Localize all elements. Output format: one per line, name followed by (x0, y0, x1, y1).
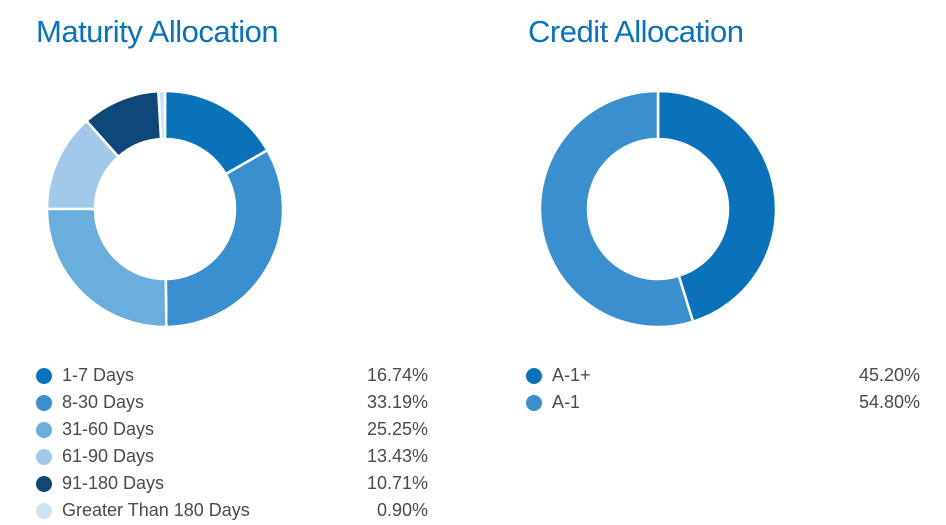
legend-label: 31-60 Days (62, 419, 155, 439)
legend-value: 13.43% (366, 446, 428, 466)
donut-slice-greater-than-180-days (157, 89, 167, 141)
legend-label: 61-90 Days (62, 446, 155, 466)
legend-item-91-180-days: 91-180 Days 10.71% (36, 470, 428, 497)
legend-item-a-1: A-1 54.80% (526, 389, 920, 416)
maturity-donut-chart (45, 89, 285, 329)
legend-value: 25.25% (366, 419, 428, 439)
maturity-chart-title: Maturity Allocation (36, 14, 279, 49)
legend-label: 8-30 Days (62, 392, 145, 412)
legend-label: A-1 (552, 392, 581, 412)
credit-legend: A-1+ 45.20% A-1 54.80% (526, 362, 920, 416)
legend-swatch (36, 448, 52, 465)
legend-label: Greater Than 180 Days (62, 500, 250, 520)
legend-value: 33.19% (366, 392, 428, 412)
legend-swatch (36, 475, 52, 492)
legend-item-1-7-days: 1-7 Days 16.74% (36, 362, 428, 389)
legend-item-greater-than-180-days: Greater Than 180 Days 0.90% (36, 497, 428, 524)
maturity-legend: 1-7 Days 16.74% 8-30 Days 33.19% 31-60 Days 2… (36, 362, 428, 524)
credit-donut-chart (538, 89, 778, 329)
donut-slice-a-1 (656, 89, 778, 324)
legend-label: 91-180 Days (62, 473, 165, 493)
legend-value: 54.80% (858, 392, 920, 412)
legend-item-61-90-days: 61-90 Days 13.43% (36, 443, 428, 470)
maturity-allocation-panel: Maturity Allocation 1-7 Days 16.74% 8-30 D… (0, 0, 470, 525)
credit-chart-title: Credit Allocation (528, 14, 744, 49)
legend-value: 16.74% (366, 365, 428, 385)
legend-value: 0.90% (376, 500, 428, 520)
legend-item-31-60-days: 31-60 Days 25.25% (36, 416, 428, 443)
legend-swatch (526, 394, 542, 411)
donut-slice-31-60-days (45, 207, 168, 329)
legend-item-8-30-days: 8-30 Days 33.19% (36, 389, 428, 416)
legend-item-a-1: A-1+ 45.20% (526, 362, 920, 389)
donut-slice-8-30-days (164, 148, 285, 329)
legend-swatch (36, 394, 52, 411)
legend-swatch (36, 502, 52, 519)
donut-slice-a-1 (538, 89, 695, 329)
legend-value: 10.71% (366, 473, 428, 493)
legend-label: 1-7 Days (62, 365, 135, 385)
legend-swatch (526, 367, 542, 384)
legend-value: 45.20% (858, 365, 920, 385)
legend-swatch (36, 421, 52, 438)
credit-allocation-panel: Credit Allocation A-1+ 45.20% A-1 54.80% (490, 0, 946, 525)
legend-label: A-1+ (552, 365, 591, 385)
legend-swatch (36, 367, 52, 384)
